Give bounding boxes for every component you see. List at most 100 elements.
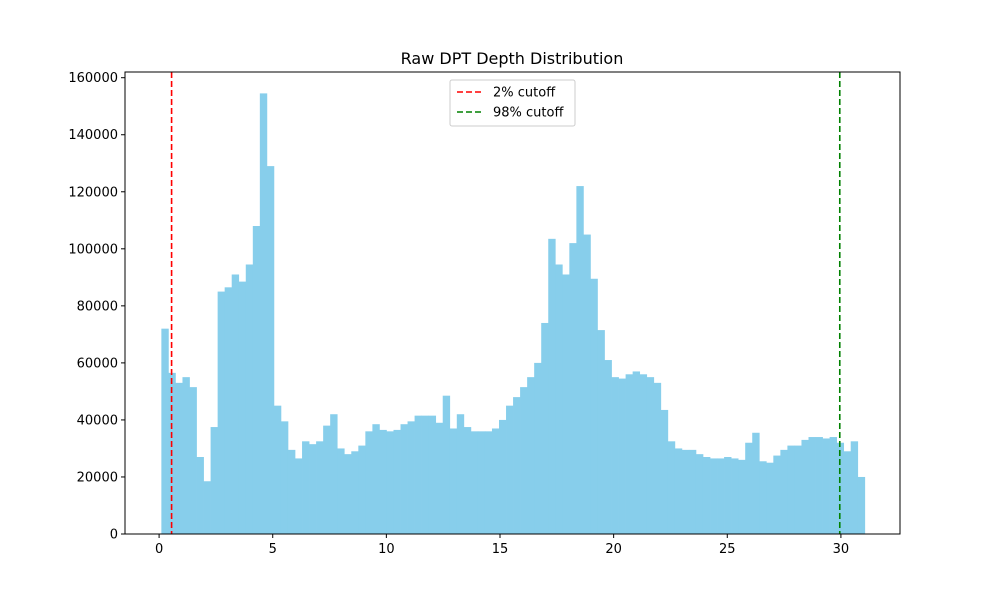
histogram-bar bbox=[688, 449, 697, 534]
histogram-bar bbox=[752, 432, 760, 534]
histogram-bar bbox=[323, 425, 331, 534]
y-tick-label: 60000 bbox=[77, 356, 118, 371]
axes-frame bbox=[124, 71, 901, 535]
histogram-bar bbox=[646, 377, 655, 534]
histogram-bar bbox=[857, 476, 866, 534]
histogram-bar bbox=[710, 458, 718, 534]
y-tick-label: 0 bbox=[110, 528, 118, 543]
histogram-bar bbox=[520, 387, 528, 534]
histogram-bar bbox=[344, 454, 352, 534]
x-tick-label: 25 bbox=[719, 542, 736, 557]
histogram-bar bbox=[217, 291, 226, 534]
histogram-bar bbox=[513, 397, 521, 534]
histogram-bar bbox=[590, 278, 598, 534]
histogram-bar bbox=[428, 415, 437, 534]
histogram-bar bbox=[576, 186, 584, 534]
histogram-bar bbox=[801, 439, 809, 534]
histogram-bar bbox=[273, 405, 282, 534]
histogram-bar bbox=[224, 287, 233, 534]
histogram-bar bbox=[302, 441, 310, 534]
histogram-bar bbox=[337, 448, 345, 534]
histogram-bar bbox=[794, 445, 802, 534]
histogram-bar bbox=[639, 374, 648, 534]
legend-label: 2% cutoff bbox=[493, 86, 556, 101]
histogram-bar bbox=[787, 445, 795, 534]
chart-title: Raw DPT Depth Distribution bbox=[401, 49, 624, 68]
histogram-bar bbox=[611, 377, 619, 534]
histogram-bar bbox=[182, 377, 190, 534]
y-tick-label: 20000 bbox=[77, 470, 118, 485]
histogram-bar bbox=[702, 457, 711, 534]
histogram-bar bbox=[724, 457, 732, 534]
histogram-bar bbox=[484, 431, 493, 534]
histogram-bar bbox=[287, 449, 296, 534]
x-tick-label: 30 bbox=[833, 542, 850, 557]
histogram-bar bbox=[717, 458, 725, 534]
histogram-bar bbox=[506, 405, 514, 534]
histogram-bar bbox=[604, 360, 612, 534]
histogram-bar bbox=[562, 274, 570, 534]
x-tick-label: 5 bbox=[269, 542, 277, 557]
histogram-bar bbox=[175, 382, 183, 534]
histogram-bar bbox=[400, 424, 408, 534]
histogram-bar bbox=[766, 462, 774, 534]
histogram-bar bbox=[667, 441, 676, 534]
y-tick-label: 140000 bbox=[68, 128, 118, 143]
histogram-bar bbox=[351, 451, 359, 534]
histogram-bar bbox=[316, 441, 324, 534]
histogram-bar bbox=[309, 444, 317, 534]
histogram-bar bbox=[259, 93, 268, 534]
histogram-bar bbox=[499, 419, 507, 534]
histogram-bar bbox=[231, 274, 240, 534]
histogram-bar bbox=[808, 437, 816, 534]
histogram-bar bbox=[548, 238, 556, 535]
histogram-bar bbox=[435, 422, 444, 534]
histogram-bar bbox=[527, 377, 535, 534]
histogram-bar bbox=[597, 330, 605, 534]
histogram-bars bbox=[161, 93, 866, 535]
histogram-bar bbox=[414, 415, 422, 534]
histogram-bar bbox=[660, 409, 669, 534]
histogram-bar bbox=[491, 428, 500, 534]
x-axis: 0 5 10 15 20 25 30 bbox=[155, 534, 849, 557]
y-tick-label: 80000 bbox=[77, 299, 118, 314]
histogram-bar bbox=[280, 421, 289, 534]
histogram-bar bbox=[674, 448, 683, 534]
histogram-bar bbox=[238, 281, 247, 534]
histogram-bar bbox=[245, 264, 254, 534]
histogram-bar bbox=[681, 449, 690, 534]
x-tick-label: 10 bbox=[378, 542, 395, 557]
histogram-bar bbox=[477, 431, 486, 534]
histogram-bar bbox=[745, 442, 753, 534]
histogram-bar bbox=[421, 415, 430, 534]
x-tick-label: 0 bbox=[155, 542, 163, 557]
y-tick-label: 100000 bbox=[68, 242, 118, 257]
histogram-bar bbox=[365, 431, 373, 534]
histogram-bar bbox=[203, 481, 211, 534]
histogram-bar bbox=[407, 421, 415, 534]
histogram-bar bbox=[555, 264, 563, 534]
histogram-bar bbox=[822, 438, 830, 534]
histogram-bar bbox=[780, 449, 788, 534]
histogram-bar bbox=[372, 424, 380, 534]
histogram-bar bbox=[210, 427, 218, 534]
x-tick-label: 15 bbox=[492, 542, 509, 557]
histogram-bar bbox=[442, 395, 451, 534]
histogram-bar bbox=[252, 226, 261, 534]
histogram-bar bbox=[189, 387, 197, 534]
histogram-bar bbox=[850, 441, 859, 534]
histogram-bar bbox=[843, 451, 852, 534]
histogram-bar bbox=[295, 458, 303, 534]
x-tick-label: 20 bbox=[605, 542, 622, 557]
cutoff-lines bbox=[170, 72, 841, 534]
y-tick-label: 40000 bbox=[77, 413, 118, 428]
histogram-bar bbox=[632, 371, 641, 534]
y-axis: 0 20000 40000 60000 80000 100000 120000 140000 1… bbox=[68, 71, 125, 543]
histogram-bar bbox=[330, 414, 338, 534]
histogram-bar bbox=[569, 243, 577, 534]
histogram-bar bbox=[449, 428, 458, 534]
histogram-bar bbox=[829, 437, 837, 534]
histogram-bar bbox=[541, 322, 549, 534]
histogram-bar bbox=[161, 328, 169, 534]
